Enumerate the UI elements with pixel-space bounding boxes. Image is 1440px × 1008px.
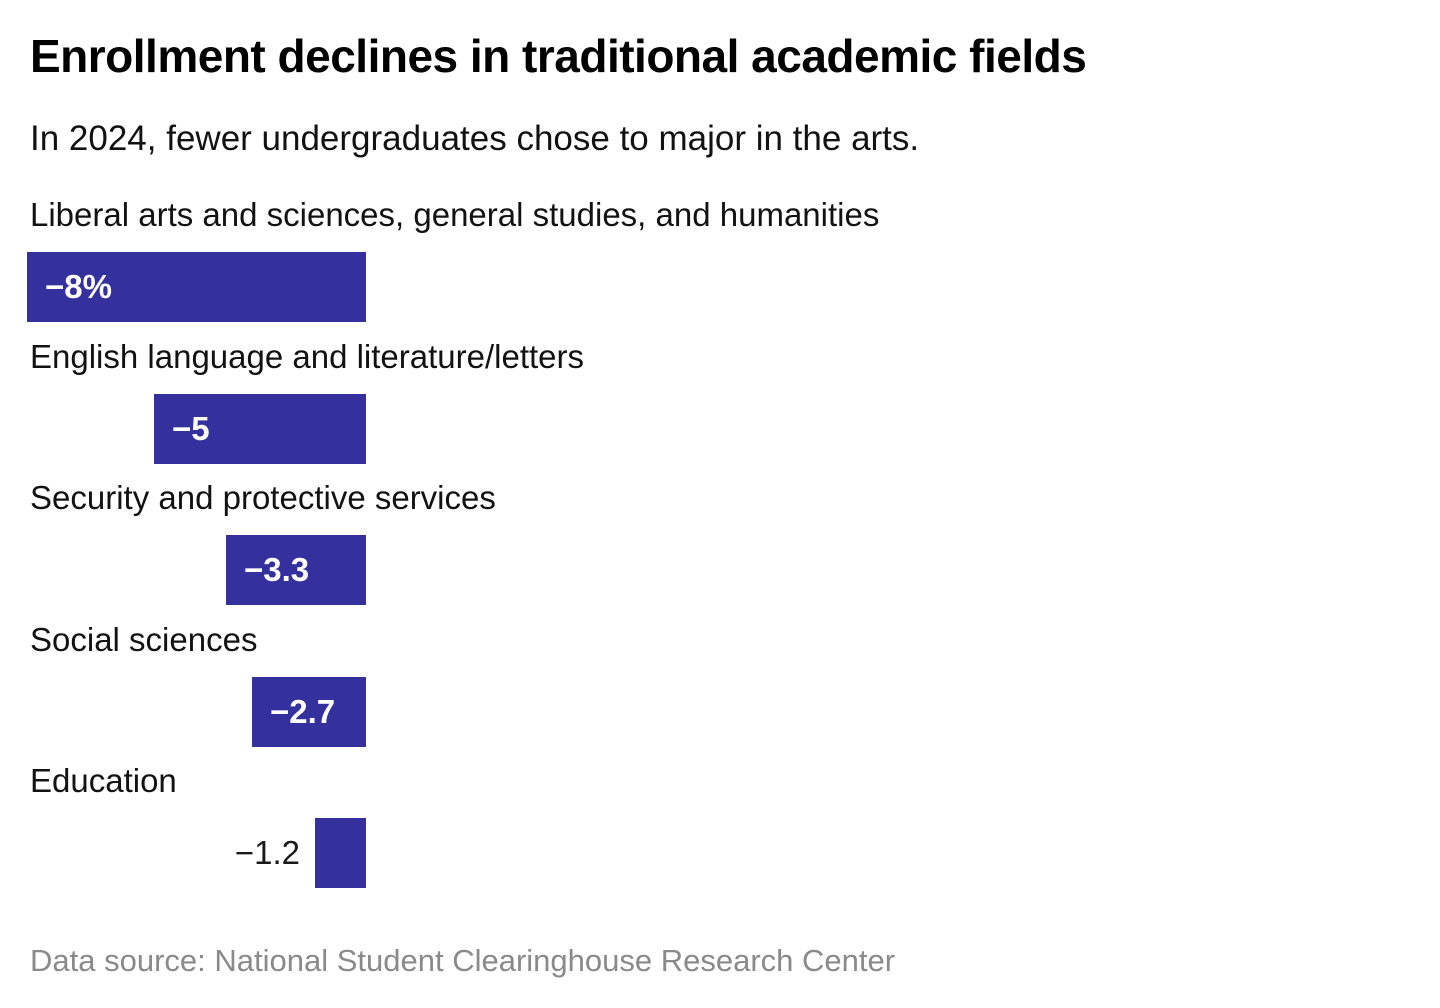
data-source: Data source: National Student Clearingho… [30,943,896,978]
value-label: −1.2 [234,834,300,871]
bar [27,252,366,322]
value-label: −8% [45,268,112,305]
bar [315,818,366,888]
chart-row: Education −1.2 [0,761,1440,889]
category-label: English language and literature/letters [30,338,585,375]
chart-row: Social sciences −2.7 [0,620,1440,748]
chart-row: Liberal arts and sciences, general studi… [0,195,1440,323]
chart-title: Enrollment declines in traditional acade… [30,30,1087,82]
value-label: −5 [172,410,210,447]
category-label: Security and protective services [30,479,496,516]
value-label: −2.7 [270,693,336,730]
bar [226,535,366,605]
chart-subtitle: In 2024, fewer undergraduates chose to m… [30,119,920,158]
bar [252,677,366,747]
category-label: Education [30,762,177,799]
chart-row: Security and protective services −3.3 [0,478,1440,606]
category-label: Liberal arts and sciences, general studi… [30,196,880,233]
category-label: Social sciences [30,621,258,658]
value-label: −3.3 [244,551,310,588]
bar [154,394,366,464]
chart-row: English language and literature/letters −… [0,337,1440,465]
bar-chart: Liberal arts and sciences, general studi… [0,195,1440,910]
